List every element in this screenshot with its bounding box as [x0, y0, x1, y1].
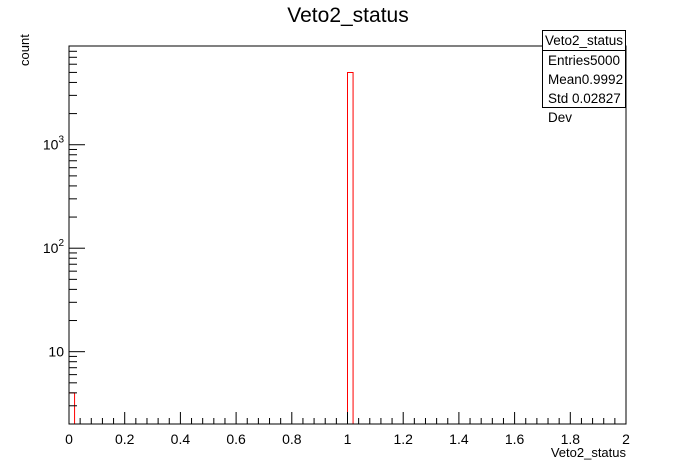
y-tick-label: 103: [43, 135, 65, 153]
stats-row-mean: Mean 0.9992: [543, 70, 625, 89]
y-tick-label: 10: [48, 344, 64, 360]
stats-label: Entries: [548, 53, 591, 68]
x-tick-label: 0.6: [226, 431, 246, 447]
x-axis-label: Veto2_status: [550, 445, 626, 460]
x-axis: 0 0.2 0.4 0.6 0.8 1 1.2 1.4 1.6 1.8 2: [65, 412, 630, 447]
x-tick-label: 1.6: [505, 431, 525, 447]
stats-label: Std Dev: [548, 91, 573, 125]
x-tick-label: 1.4: [449, 431, 469, 447]
stats-value: 0.02827: [572, 91, 621, 106]
histogram-bars-layer: [68, 71, 354, 424]
stats-row-stddev: Std Dev 0.02827: [543, 89, 625, 125]
x-tick-label: 1.2: [393, 431, 413, 447]
x-tick-label: 0.4: [171, 431, 191, 447]
x-tick-label: 0.8: [282, 431, 302, 447]
stats-title: Veto2_status: [543, 31, 625, 51]
stats-row-entries: Entries 5000: [543, 51, 625, 70]
x-tick-label: 1: [344, 431, 352, 447]
y-axis: 10 102 103: [43, 45, 85, 425]
x-tick-label: 0.2: [115, 431, 135, 447]
y-axis-label: count: [17, 34, 32, 66]
stats-label: Mean: [548, 72, 582, 87]
x-tick-label: 2: [622, 431, 630, 447]
stats-value: 0.9992: [581, 72, 624, 87]
x-tick-label: 1.8: [561, 431, 581, 447]
histogram-bar: [68, 392, 76, 424]
y-tick-label: 102: [43, 238, 65, 256]
stats-box: Veto2_status Entries 5000 Mean 0.9992 St…: [542, 30, 626, 125]
stats-value: 5000: [590, 53, 621, 68]
histogram-bar: [347, 71, 354, 424]
x-tick-label: 0: [65, 431, 73, 447]
chart-title: Veto2_status: [287, 4, 409, 27]
